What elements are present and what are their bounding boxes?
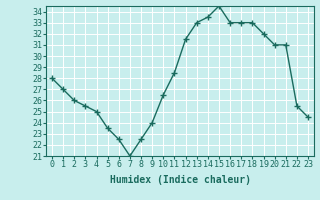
X-axis label: Humidex (Indice chaleur): Humidex (Indice chaleur) xyxy=(109,175,251,185)
